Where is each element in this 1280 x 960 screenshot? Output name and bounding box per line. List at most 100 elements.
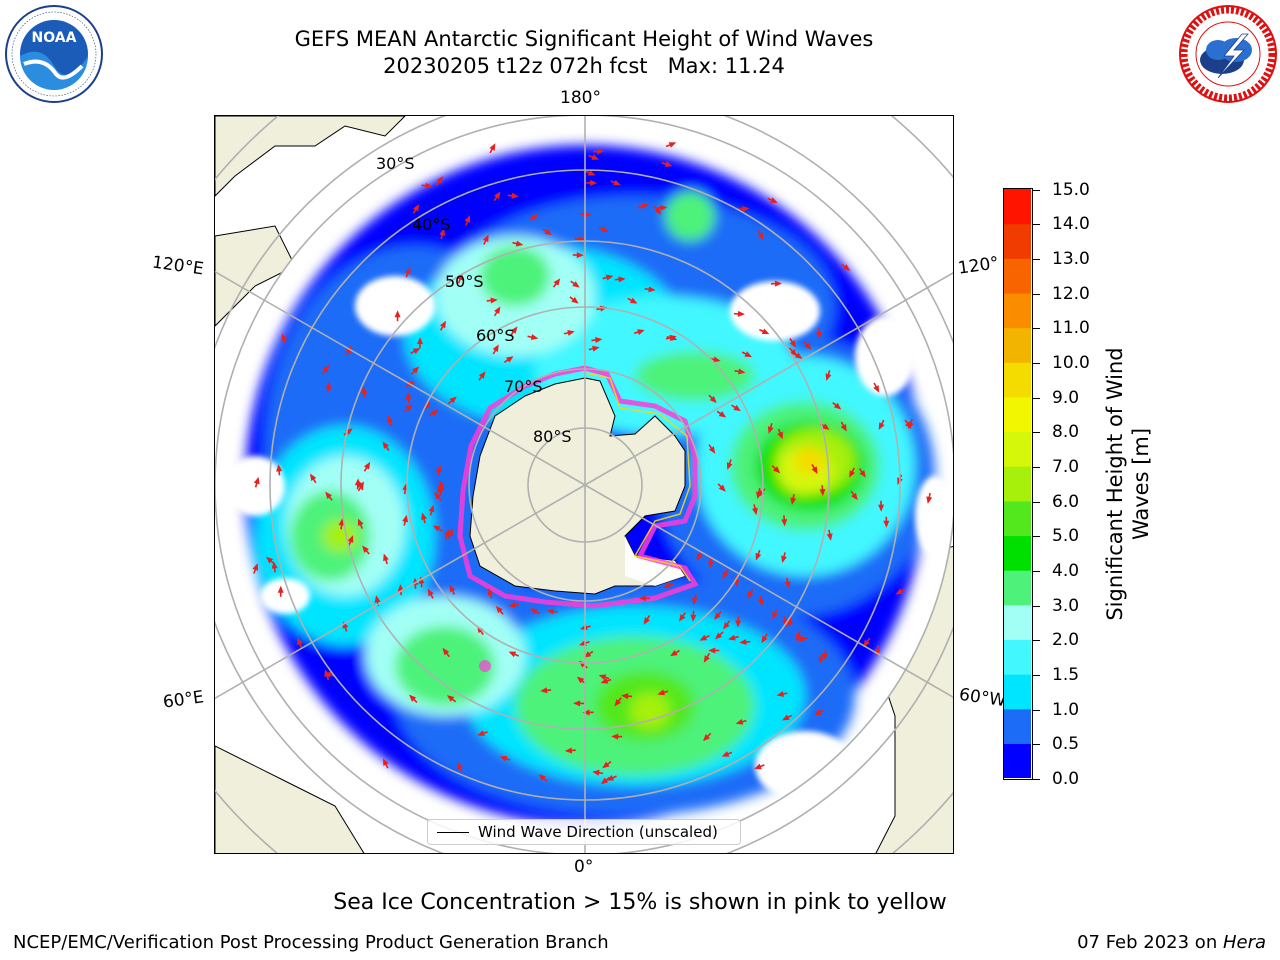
- wind-arrow-head: [374, 595, 381, 603]
- wind-arrow-head: [411, 366, 420, 374]
- wind-arrow-head: [822, 423, 830, 430]
- nws-logo: [1178, 4, 1278, 104]
- wind-arrow-head: [402, 514, 409, 523]
- wind-arrow-head: [789, 340, 797, 348]
- wind-arrow-head: [777, 431, 783, 440]
- colorbar-tick-label: 8.0: [1052, 422, 1080, 443]
- wind-arrow-head: [754, 763, 762, 770]
- wind-arrow-head: [444, 529, 450, 537]
- wind-arrow-head: [404, 266, 411, 275]
- colorbar-segment: [1004, 466, 1031, 502]
- wind-arrow-head: [654, 207, 662, 215]
- wind-arrow-head: [590, 179, 598, 186]
- lon-label-0: 0°: [574, 857, 594, 877]
- wind-arrow-head: [508, 601, 516, 608]
- wind-arrow-head: [883, 520, 890, 528]
- wind-arrow-head: [692, 597, 699, 605]
- wind-arrow-head: [713, 356, 721, 363]
- wind-arrow-head: [477, 730, 485, 737]
- wind-arrow-head: [728, 634, 736, 641]
- wind-arrow-head: [271, 561, 278, 569]
- wind-arrow-head: [614, 699, 622, 707]
- colorbar-tick: [1033, 432, 1040, 434]
- wind-arrow-head: [506, 356, 514, 363]
- wind-arrow-head: [567, 329, 575, 336]
- wind-arrow-head: [276, 464, 283, 472]
- wind-arrow-head: [714, 632, 723, 640]
- wind-arrow-head: [878, 504, 885, 512]
- chart-subtitle: 20230205 t12z 072h fcst Max: 11.24: [383, 54, 785, 78]
- wind-arrow-head: [708, 446, 716, 454]
- wind-arrow-head: [324, 669, 331, 678]
- wind-arrow-head: [430, 409, 439, 417]
- wind-arrow-head: [752, 507, 758, 516]
- wind-arrow-head: [738, 368, 746, 375]
- wind-arrow-head: [338, 518, 345, 526]
- wind-arrow-head: [383, 553, 389, 562]
- wind-arrow-head: [772, 611, 778, 620]
- colorbar-tick-label: 7.0: [1052, 456, 1080, 477]
- wind-arrow-head: [773, 466, 781, 474]
- wind-arrow-head: [811, 466, 818, 474]
- wind-arrow-head: [878, 422, 885, 430]
- colorbar-tick-label: 15.0: [1052, 179, 1090, 200]
- colorbar-tick-label: 1.0: [1052, 699, 1080, 720]
- wind-arrow-head: [553, 278, 561, 286]
- colorbar-tick: [1033, 466, 1040, 468]
- wind-arrow-head: [437, 485, 443, 493]
- colorbar-segment: [1004, 223, 1031, 259]
- wind-arrow-head: [310, 473, 317, 482]
- wind-arrow-head: [819, 488, 826, 497]
- wind-arrow-head: [735, 718, 744, 725]
- wind-arrow-head: [530, 214, 539, 221]
- wind-arrow-head: [457, 761, 463, 770]
- wind-arrow-head: [648, 286, 656, 293]
- wind-arrow-head: [660, 204, 668, 211]
- wind-arrow-head: [573, 700, 581, 707]
- wind-arrow-head: [795, 633, 802, 642]
- wind-arrow-head: [494, 306, 501, 315]
- wind-arrow-head: [818, 656, 825, 664]
- wind-arrow-head: [436, 176, 443, 184]
- wind-arrow-head: [572, 281, 580, 288]
- wind-arrow-head: [510, 326, 518, 334]
- legend-line-swatch: [437, 831, 469, 833]
- colorbar-segment: [1004, 570, 1031, 606]
- colorbar-segment: [1004, 743, 1031, 778]
- colorbar-tick-label: 12.0: [1052, 283, 1090, 304]
- wind-arrow-head: [663, 582, 671, 589]
- colorbar-tick: [1033, 224, 1040, 226]
- colorbar-tick: [1033, 570, 1040, 572]
- wind-arrow-head: [781, 519, 788, 527]
- wind-arrow-head: [699, 634, 708, 641]
- wind-arrow-head: [718, 484, 726, 492]
- colorbar-tick: [1033, 362, 1040, 364]
- colorbar-tick-label: 14.0: [1052, 214, 1090, 235]
- wind-arrow-head: [530, 334, 539, 341]
- wind-arrow-head: [670, 650, 678, 657]
- wind-arrow-head: [428, 504, 435, 513]
- wind-arrow-head: [690, 614, 697, 622]
- wind-arrow-head: [744, 351, 752, 358]
- wind-arrow-head: [382, 758, 389, 766]
- wind-arrow-head: [357, 518, 364, 527]
- wind-arrow-head: [494, 191, 501, 200]
- legend-label: Wind Wave Direction (unscaled): [478, 823, 718, 841]
- wind-arrow-head: [851, 492, 858, 501]
- colorbar-tick-label: 10.0: [1052, 352, 1090, 373]
- wind-arrow-head: [703, 655, 710, 663]
- wind-arrow-head: [629, 297, 638, 304]
- footer-machine: Hera: [1222, 932, 1266, 953]
- wind-arrow-head: [447, 528, 453, 537]
- wind-arrow-head: [713, 612, 721, 620]
- wind-arrow-head: [726, 462, 733, 470]
- wind-arrow-head: [434, 492, 441, 500]
- wind-arrow-head: [770, 197, 778, 203]
- wind-arrow-head: [618, 276, 626, 283]
- wind-arrow-head: [409, 694, 417, 702]
- colorbar-segment: [1004, 674, 1031, 710]
- colorbar-tick: [1033, 189, 1040, 191]
- lat-label-30: 30°S: [376, 154, 415, 173]
- wind-arrow-head: [499, 755, 508, 762]
- lon-label-180: 180°: [560, 88, 601, 108]
